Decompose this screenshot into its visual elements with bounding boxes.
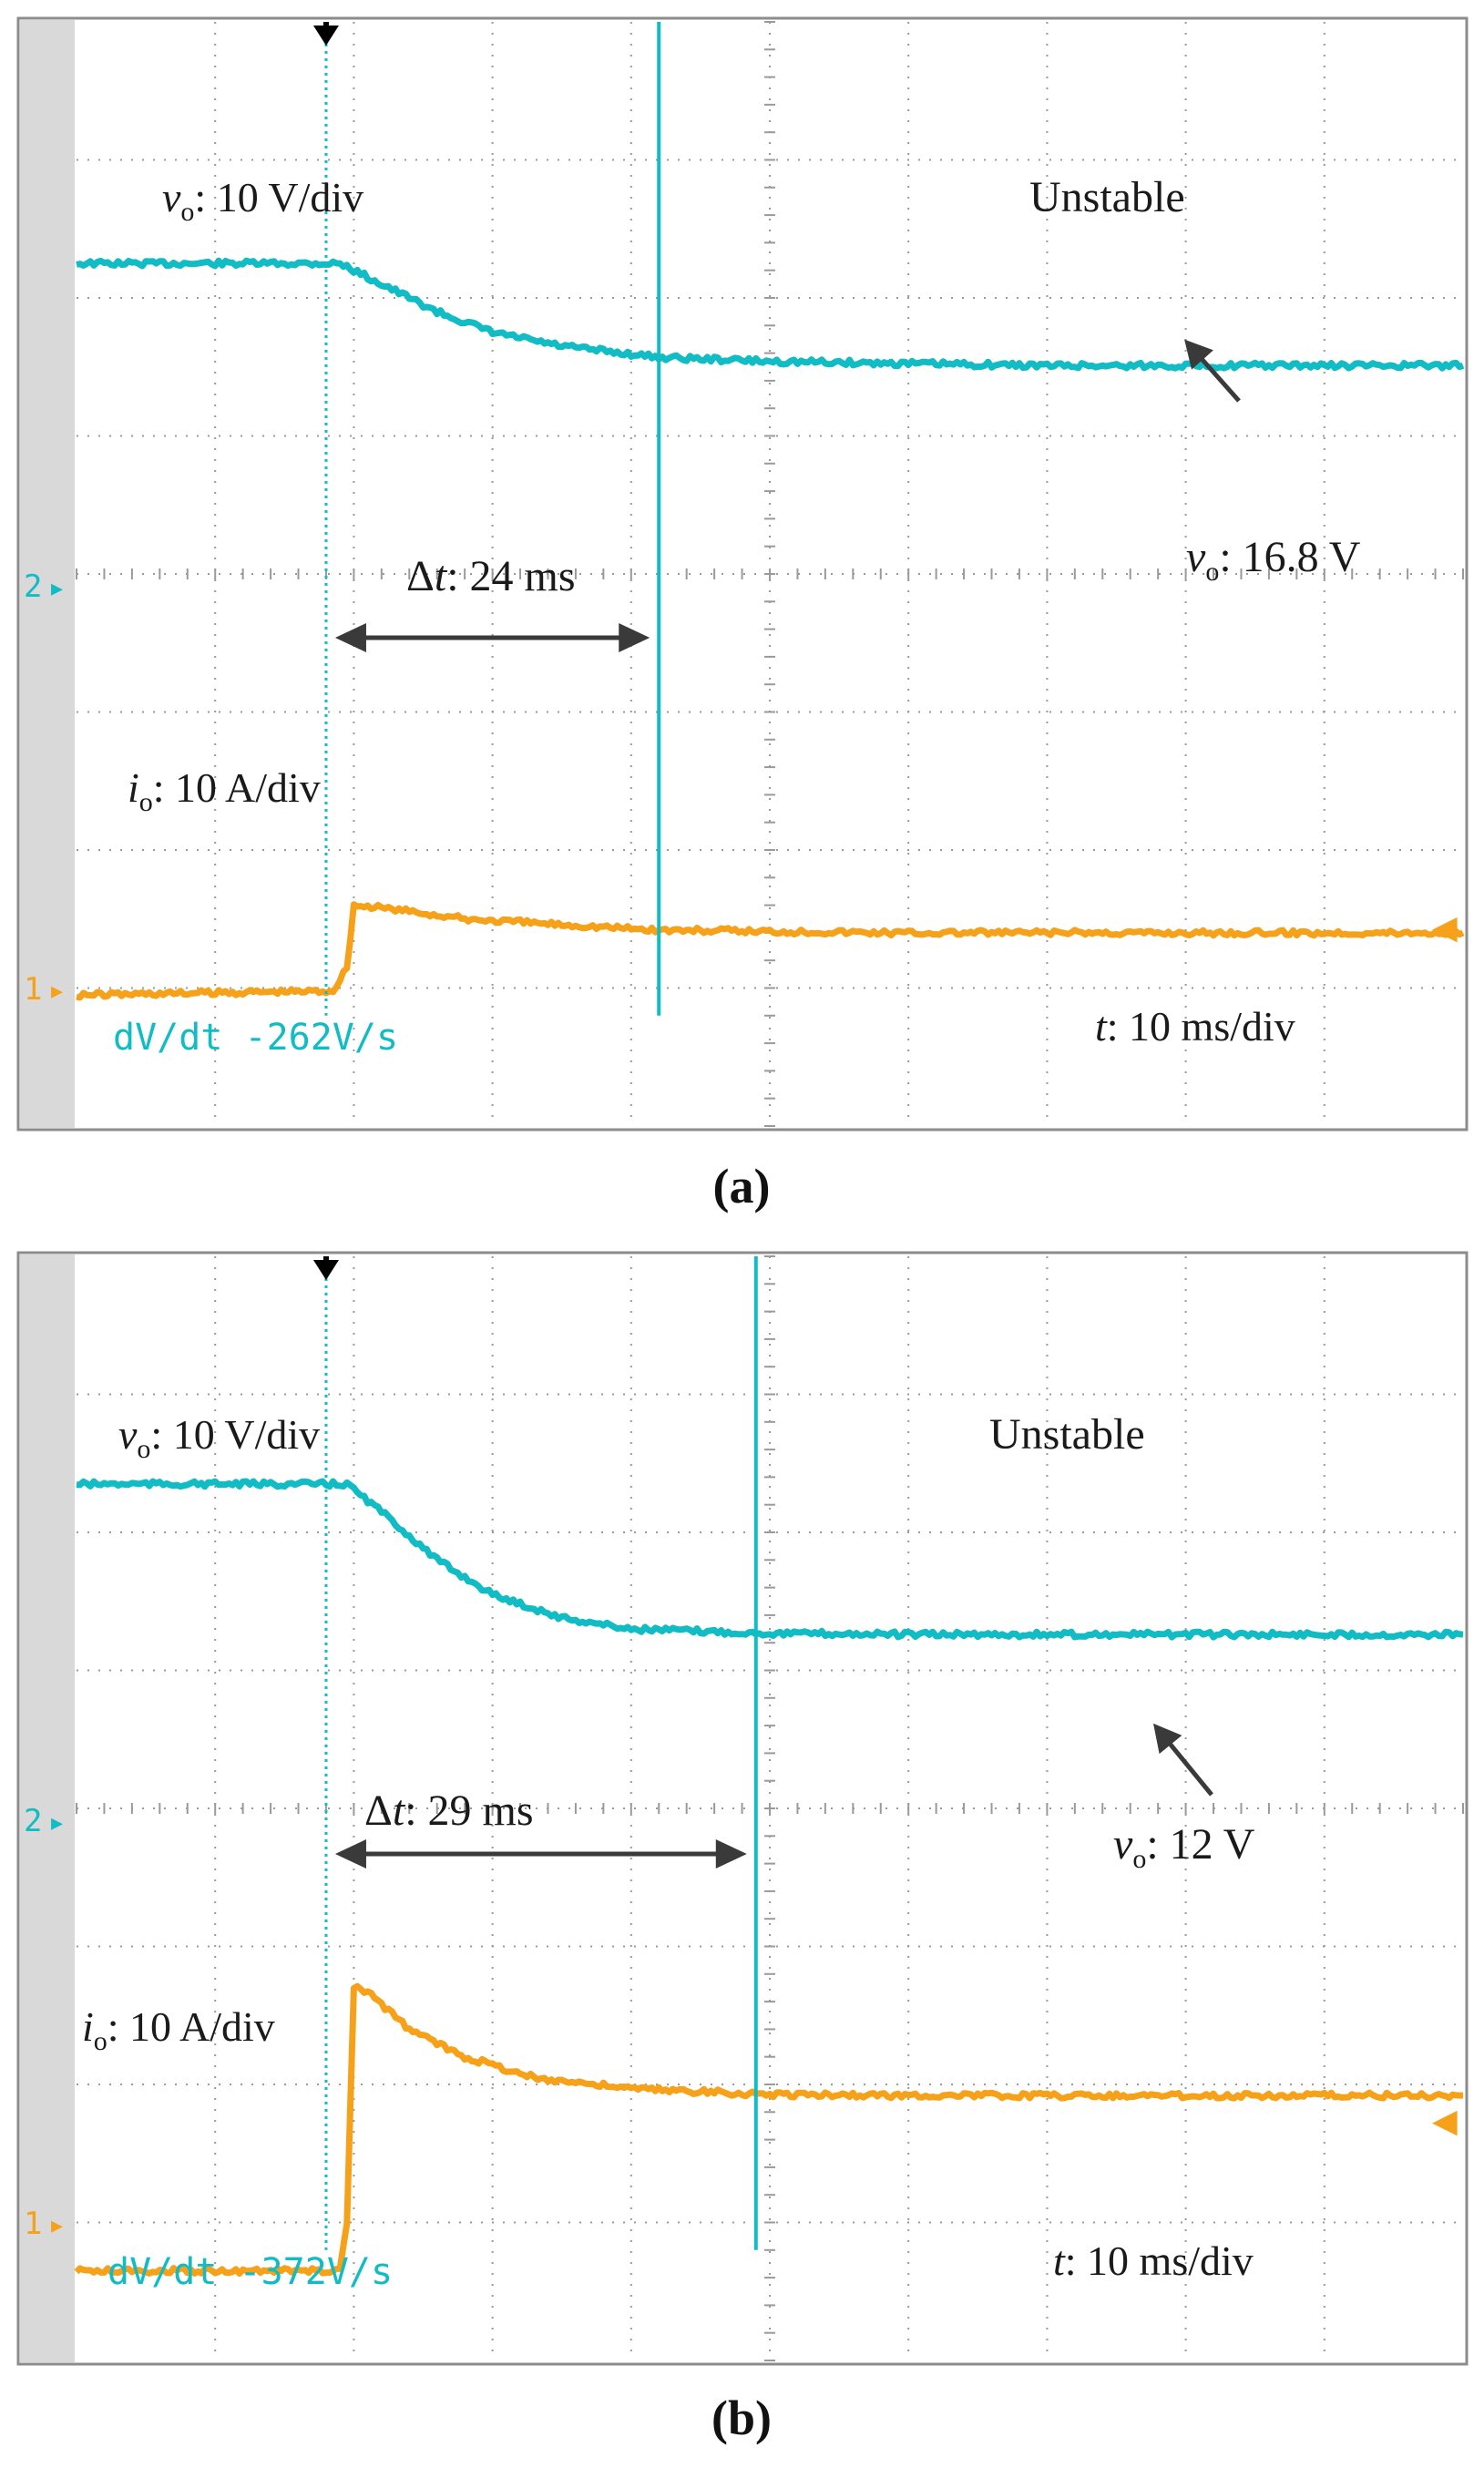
panel-a-caption: (a) [713,1159,771,1213]
vo-final-pointer-shaft [1195,353,1241,403]
vo-final-pointer-head [1184,339,1213,370]
panel-b-channel-strip [20,1254,75,2362]
panel-a-status-label: Unstable [1029,173,1185,221]
panel-a-ch1-arrow-icon: ▸ [51,978,63,1004]
panel-a-markers [312,22,1241,1016]
panel-a-dvdt-readout: dV/dt -262V/s [113,1017,398,1059]
panel-b-time-scale-label: t: 10 ms/div [1053,2237,1254,2284]
vo-final-pointer-head [1153,1723,1182,1755]
panel-b-ch1-marker: 1 [24,2206,42,2242]
io-waveform [74,1982,1463,2277]
panel-b-ch1-arrow-icon: ▸ [51,2212,63,2238]
panel-b-vo-final-label: vo: 12 V [1113,1820,1255,1874]
panel-a-io-scale-label: io: 10 A/div [128,764,321,817]
panel-a-delta-t-label: Δt: 24 ms [406,552,576,600]
panel-b-status-label: Unstable [989,1410,1145,1459]
io-waveform [76,901,1465,1001]
panel-b-caption: (b) [711,2391,772,2445]
delta-t-arrow-left-head [334,623,366,652]
panel-a-ch1-ref-icon: ◀ [1432,909,1458,946]
panel-a: 2 ▸ 1 ▸ ◀ vo: 10 V/div Unstable vo: 16.8… [16,16,1469,1131]
panel-b-dvdt-readout: dV/dt -372V/s [107,2251,393,2293]
panel-a-time-scale-label: t: 10 ms/div [1095,1003,1295,1050]
delta-t-arrow-left-head [334,1839,366,1869]
panel-a-waveforms [76,257,1465,1001]
panel-a-vo-final-label: vo: 16.8 V [1186,533,1361,587]
panel-b: 2 ▸ 1 ▸ ◀ vo: 10 V/div Unstable vo: 12 V… [16,1251,1469,2366]
panel-b-io-scale-label: io: 10 A/div [82,2003,275,2056]
panel-b-ch2-arrow-icon: ▸ [51,1809,63,1836]
delta-t-arrow-right-head [715,1839,747,1869]
panel-a-ch2-arrow-icon: ▸ [51,575,63,601]
panel-b-waveforms [74,1478,1464,2277]
panel-a-ch2-marker: 2 [24,568,42,605]
panel-b-markers [312,1256,1213,2250]
panel-a-channel-strip [20,20,75,1128]
vo-waveform [76,1478,1464,1641]
vo-final-pointer-shaft [1163,1737,1213,1797]
trigger-icon [312,1256,339,1280]
panel-a-vo-scale-label: vo: 10 V/div [162,174,363,227]
vo-waveform [76,257,1465,372]
panel-b-ch2-marker: 2 [24,1803,42,1839]
panel-b-ch1-ref-icon: ◀ [1432,2103,1458,2139]
panel-b-delta-t-label: Δt: 29 ms [364,1787,534,1835]
panel-a-ch1-marker: 1 [24,971,42,1008]
delta-t-arrow-right-head [619,623,650,652]
trigger-icon [312,22,339,46]
panel-b-vo-scale-label: vo: 10 V/div [118,1411,320,1464]
